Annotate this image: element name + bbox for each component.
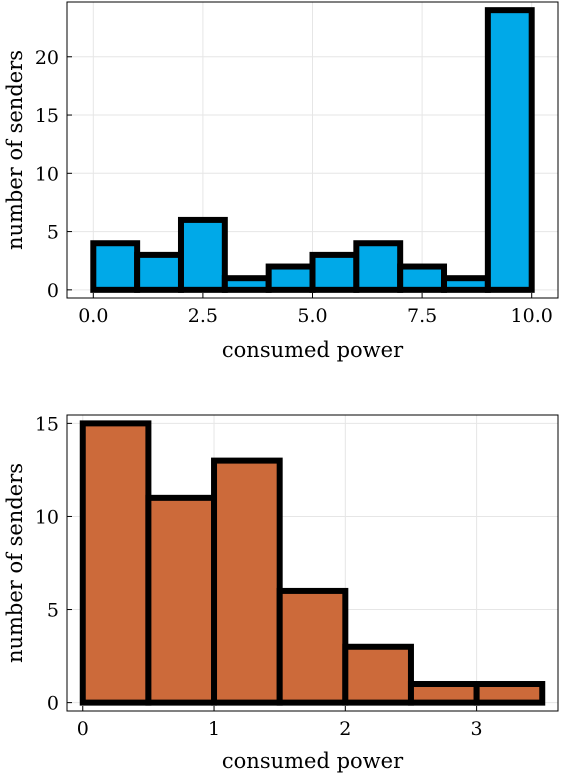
y-tick-label: 10 <box>35 506 59 528</box>
x-tick-label: 1 <box>208 718 220 740</box>
y-tick-label: 0 <box>47 693 59 715</box>
plot-frame <box>66 414 559 712</box>
histogram-bar <box>397 263 448 293</box>
x-tick-label: 3 <box>471 718 483 740</box>
histogram-bar <box>473 681 546 706</box>
y-tick-label: 5 <box>47 222 59 244</box>
histogram-bar <box>221 275 272 293</box>
histogram-bar <box>134 251 184 293</box>
x-tick-label: 0.0 <box>78 305 108 327</box>
histogram-panel-top: 0.0 2.5 5.0 7.5 10.0 0 5 10 15 20 consumed power nu… <box>3 1 559 362</box>
histogram-panel-bottom: 0 1 2 3 0 5 10 15 consumed power number of sender… <box>3 413 559 773</box>
histogram-bar <box>265 263 316 293</box>
histogram-bar <box>309 251 360 293</box>
x-tick-label: 0 <box>77 718 89 740</box>
histogram-bar <box>441 275 491 293</box>
y-tick-label: 10 <box>35 163 59 185</box>
x-tick-label: 2 <box>339 718 351 740</box>
histogram-bar <box>79 420 152 706</box>
y-tick-label: 20 <box>35 47 59 69</box>
x-tick-label: 7.5 <box>407 305 437 327</box>
histogram-bar <box>177 216 228 293</box>
histogram-bar <box>342 643 414 706</box>
y-axis-label: number of senders <box>3 463 27 663</box>
histogram-bar <box>353 240 404 293</box>
x-tick-label: 2.5 <box>188 305 218 327</box>
x-axis-label: consumed power <box>222 749 404 773</box>
y-tick-label: 5 <box>47 600 59 622</box>
y-axis-label: number of senders <box>3 50 27 250</box>
x-tick-label: 5.0 <box>297 305 327 327</box>
histogram-bar <box>484 7 535 293</box>
y-tick-label: 15 <box>35 413 59 435</box>
histogram-bar <box>407 681 480 706</box>
y-tick-label: 0 <box>47 280 59 302</box>
histogram-bar <box>276 587 349 706</box>
y-tick-label: 15 <box>35 105 59 127</box>
histogram-bar <box>90 240 141 293</box>
x-axis-label: consumed power <box>222 338 404 362</box>
histogram-bar <box>145 494 218 706</box>
x-tick-label: 10.0 <box>511 305 553 327</box>
histogram-bar <box>211 457 283 706</box>
